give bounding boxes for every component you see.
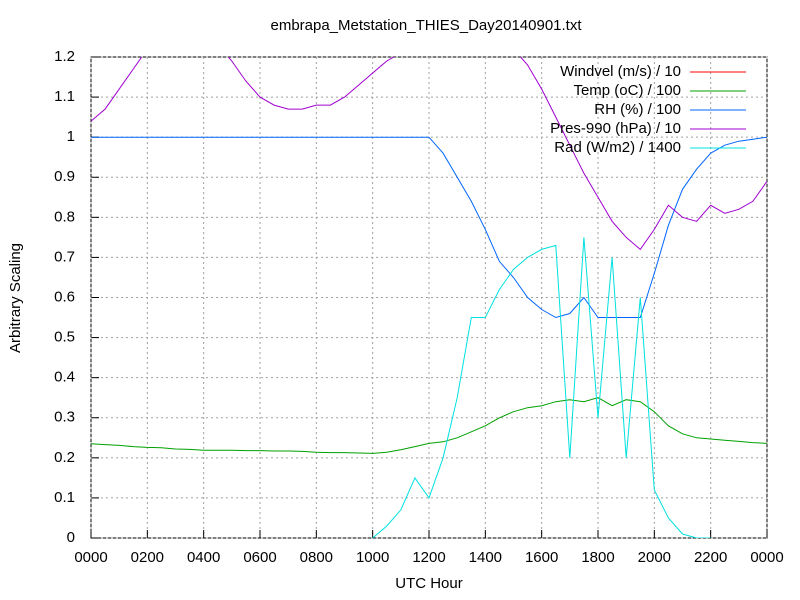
legend-label: RH (%) / 100 — [594, 101, 681, 118]
legend-label: Temp (oC) / 100 — [573, 82, 681, 99]
x-tick-label: 0400 — [187, 549, 220, 566]
plot-area — [91, 57, 767, 538]
y-tick-label: 0.1 — [54, 489, 75, 506]
y-tick-label: 0.3 — [54, 409, 75, 426]
y-tick-label: 1 — [67, 128, 75, 145]
legend-label: Pres-990 (hPa) / 10 — [550, 120, 681, 137]
y-tick-label: 0 — [67, 529, 75, 546]
legend-label: Rad (W/m2) / 1400 — [554, 139, 681, 156]
x-tick-label: 1200 — [412, 549, 445, 566]
series-line — [91, 397, 767, 454]
y-tick-label: 0.6 — [54, 288, 75, 305]
x-tick-label: 0000 — [74, 549, 107, 566]
y-tick-label: 1.2 — [54, 48, 75, 65]
x-tick-label: 0800 — [300, 549, 333, 566]
series-line — [372, 237, 711, 538]
x-tick-label: 0000 — [750, 549, 783, 566]
x-tick-label: 1000 — [356, 549, 389, 566]
y-tick-label: 0.8 — [54, 208, 75, 225]
chart-title: embrapa_Metstation_THIES_Day20140901.txt — [270, 17, 582, 34]
x-tick-label: 1800 — [581, 549, 614, 566]
x-tick-label: 0200 — [131, 549, 164, 566]
y-tick-label: 1.1 — [54, 88, 75, 105]
series-line — [91, 136, 767, 319]
x-tick-label: 2200 — [694, 549, 727, 566]
x-tick-label: 1400 — [469, 549, 502, 566]
x-tick-label: 1600 — [525, 549, 558, 566]
x-tick-label: 0600 — [243, 549, 276, 566]
series-line — [91, 57, 767, 251]
y-axis-label: Arbitrary Scaling — [7, 243, 24, 353]
y-tick-label: 0.2 — [54, 449, 75, 466]
x-axis-label: UTC Hour — [395, 575, 463, 592]
y-tick-label: 0.4 — [54, 369, 75, 386]
y-tick-label: 0.7 — [54, 248, 75, 265]
x-tick-label: 2000 — [638, 549, 671, 566]
y-tick-label: 0.9 — [54, 168, 75, 185]
y-tick-label: 0.5 — [54, 329, 75, 346]
legend-label: Windvel (m/s) / 10 — [560, 63, 681, 80]
